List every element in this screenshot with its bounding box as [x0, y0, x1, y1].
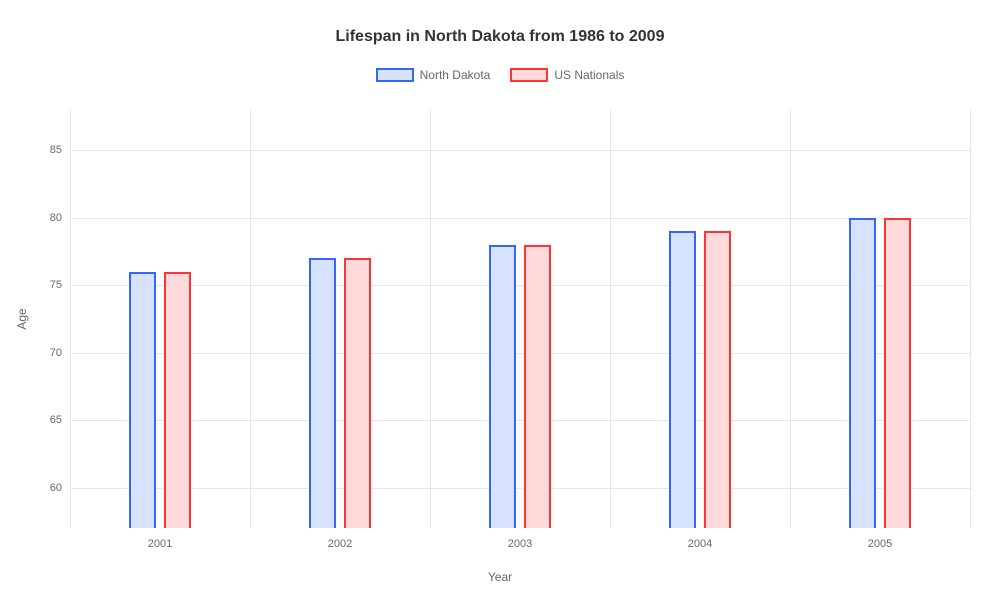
bar [849, 218, 876, 528]
legend-item: North Dakota [376, 68, 491, 82]
gridline-vertical [70, 110, 71, 528]
bar [884, 218, 911, 528]
bar [704, 231, 731, 528]
gridline-vertical [790, 110, 791, 528]
x-tick-label: 2004 [688, 528, 712, 550]
gridline-vertical [250, 110, 251, 528]
y-tick-label: 75 [50, 279, 70, 291]
bar [524, 245, 551, 528]
x-tick-label: 2002 [328, 528, 352, 550]
legend-swatch [376, 68, 414, 82]
x-tick-label: 2001 [148, 528, 172, 550]
gridline-horizontal [70, 285, 970, 286]
gridline-horizontal [70, 150, 970, 151]
gridline-horizontal [70, 218, 970, 219]
chart-title: Lifespan in North Dakota from 1986 to 20… [0, 28, 1000, 46]
legend-label: North Dakota [420, 68, 491, 82]
x-tick-label: 2003 [508, 528, 532, 550]
y-tick-label: 80 [50, 212, 70, 224]
y-axis-label: Age [15, 308, 29, 329]
gridline-vertical [610, 110, 611, 528]
gridline-horizontal [70, 420, 970, 421]
legend-label: US Nationals [554, 68, 624, 82]
gridline-vertical [970, 110, 971, 528]
bar [164, 272, 191, 528]
x-axis-label: Year [488, 570, 512, 584]
bar [669, 231, 696, 528]
legend: North Dakota US Nationals [0, 68, 1000, 82]
bar [489, 245, 516, 528]
bar [129, 272, 156, 528]
y-tick-label: 85 [50, 144, 70, 156]
legend-item: US Nationals [510, 68, 624, 82]
gridline-horizontal [70, 353, 970, 354]
gridline-vertical [430, 110, 431, 528]
bar [344, 258, 371, 528]
y-tick-label: 60 [50, 482, 70, 494]
y-tick-label: 65 [50, 414, 70, 426]
bar [309, 258, 336, 528]
plot-area: 60657075808520012002200320042005 [70, 110, 970, 528]
x-tick-label: 2005 [868, 528, 892, 550]
legend-swatch [510, 68, 548, 82]
gridline-horizontal [70, 488, 970, 489]
y-tick-label: 70 [50, 347, 70, 359]
